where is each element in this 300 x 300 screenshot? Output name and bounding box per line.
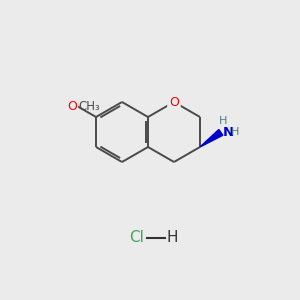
Text: H: H	[219, 116, 227, 126]
Text: O: O	[67, 100, 77, 113]
Text: O: O	[169, 95, 179, 109]
Polygon shape	[200, 130, 223, 147]
Text: H: H	[231, 128, 239, 137]
Text: H: H	[167, 230, 178, 245]
Text: N: N	[223, 126, 234, 139]
Text: CH₃: CH₃	[79, 100, 100, 113]
Text: Cl: Cl	[130, 230, 144, 245]
